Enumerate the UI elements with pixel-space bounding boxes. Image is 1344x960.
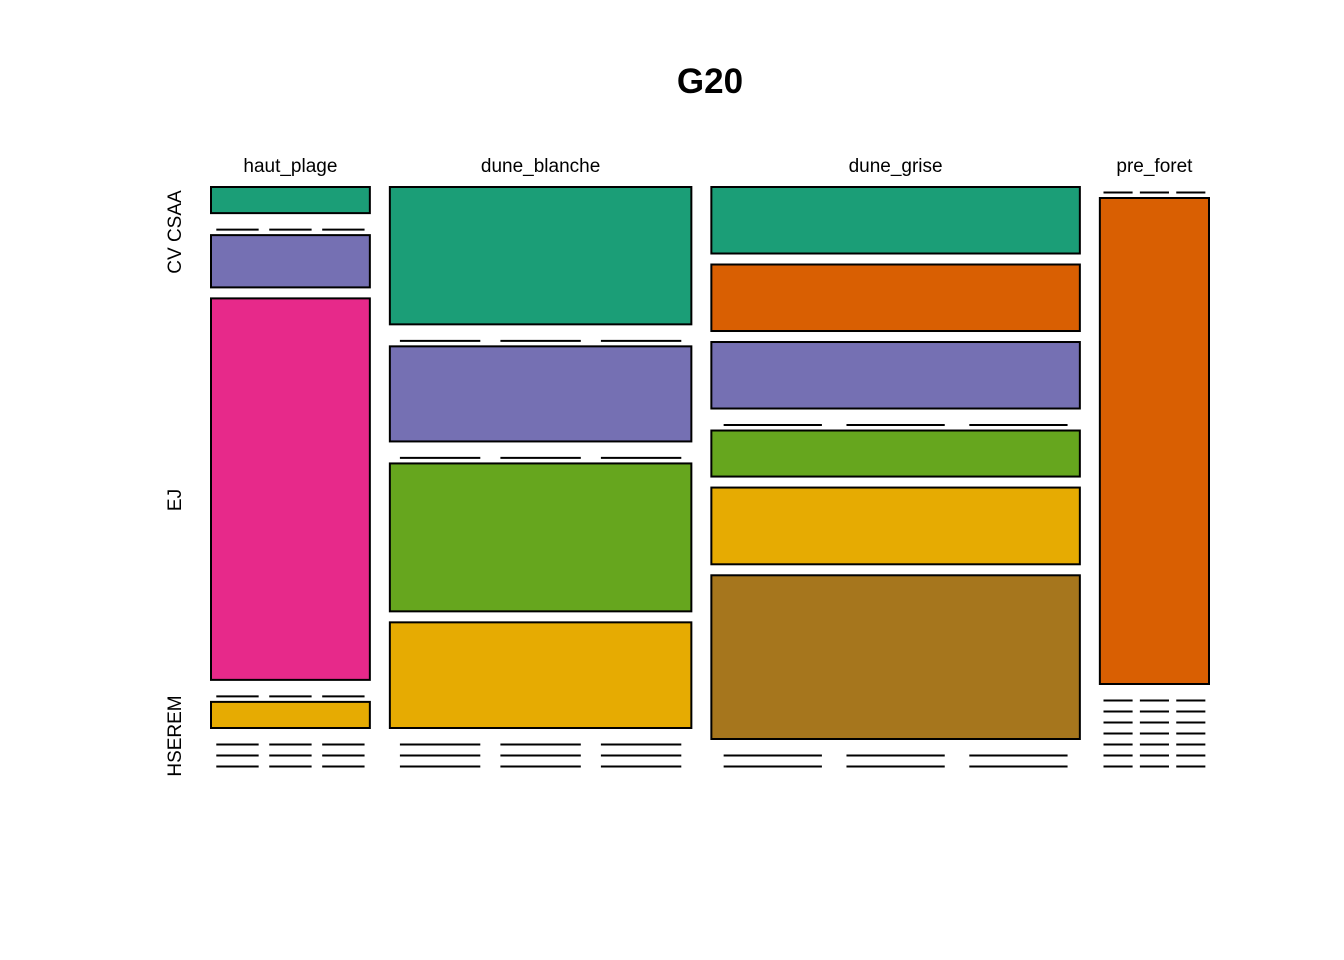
column-label-haut_plage: haut_plage [243, 156, 337, 177]
tile-pre_foret-B [1098, 197, 1211, 685]
row-label-1: EJ [165, 489, 186, 511]
tile-dune_blanche-A [388, 186, 693, 326]
row-labels: CV CSAA EJ HSEREM [165, 190, 186, 777]
tile-dune_grise-E [710, 429, 1081, 478]
tile-haut_plage-C [210, 234, 371, 289]
column-label-dune_grise: dune_grise [849, 156, 943, 177]
column-label-pre_foret: pre_foret [1116, 156, 1193, 177]
column-label-dune_blanche: dune_blanche [481, 156, 600, 177]
chart-title: G20 [677, 62, 743, 101]
tile-dune_blanche-E [388, 462, 693, 613]
tile-dune_blanche-F [388, 621, 693, 730]
row-label-2: HSEREM [165, 695, 186, 776]
row-label-0: CV CSAA [165, 190, 186, 274]
tile-dune_grise-A [710, 186, 1081, 255]
tile-haut_plage-A [210, 186, 371, 215]
tile-haut_plage-F [210, 700, 371, 730]
tile-dune_grise-C [710, 341, 1081, 410]
tile-dune_blanche-C [388, 345, 693, 443]
tile-dune_grise-B [710, 263, 1081, 333]
tile-dune_grise-G [710, 574, 1081, 740]
column-labels: haut_plage dune_blanche dune_grise pre_fore… [243, 156, 1193, 177]
mosaic-tiles [210, 186, 1211, 768]
tile-dune_grise-F [710, 486, 1081, 566]
tile-haut_plage-D [210, 297, 371, 681]
